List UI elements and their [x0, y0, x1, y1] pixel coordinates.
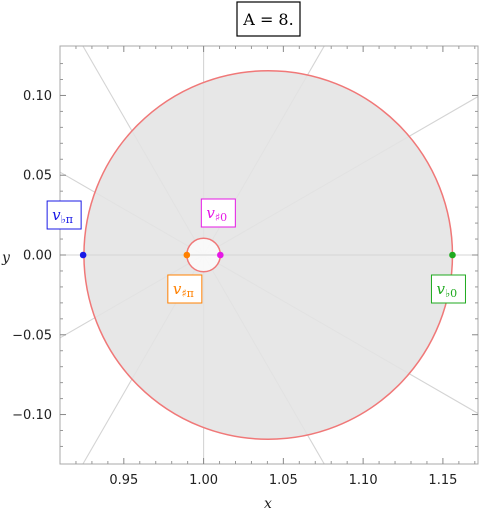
title-box [236, 1, 301, 37]
y-tick-label: 0.10 [23, 89, 52, 104]
axis-ticks: 0.95 1.00 1.05 1.10 1.15 0.10 0.05 0.00 −0.05 −0.… [12, 46, 478, 488]
y-tick-label: 0.05 [23, 169, 52, 184]
point-label-subscript: ♯0 [215, 211, 227, 224]
data-point [449, 251, 456, 259]
point-label-box [167, 274, 203, 304]
point-label-text: v♯π [173, 280, 194, 300]
point-label: v♯π [167, 274, 203, 304]
point-label-subscript: ♯π [181, 287, 194, 300]
point-label: v♯0 [200, 198, 236, 228]
point-label-text: v♭0 [436, 280, 457, 300]
y-axis-label: y [1, 250, 11, 266]
x-axis-label: x [264, 496, 272, 512]
ray-line [82, 254, 205, 464]
ray-line [82, 46, 205, 256]
x-tick-label: 0.95 [109, 473, 138, 488]
point-label-symbol: v [173, 280, 182, 298]
x-tick-label: 1.15 [428, 473, 457, 488]
point-label-subscript: ♭0 [445, 287, 457, 300]
point-label: v♭0 [430, 274, 466, 304]
x-tick-label: 1.10 [349, 473, 378, 488]
x-tick-label: 1.00 [189, 473, 218, 488]
point-label-box [200, 198, 236, 228]
point-label-symbol: v [206, 204, 215, 222]
data-point [217, 251, 224, 259]
point-label-symbol: v [436, 280, 445, 298]
chart-title: A = 8. [236, 1, 301, 37]
y-tick-label: −0.05 [12, 328, 52, 343]
ray-line [60, 171, 204, 256]
y-tick-label: 0.00 [23, 249, 52, 264]
point-label: v♭π [46, 200, 82, 230]
point-label-text: v♯0 [206, 204, 227, 224]
point-label-box [46, 200, 82, 230]
point-label-box [430, 274, 466, 304]
data-point [183, 251, 191, 259]
point-label-text: v♭π [52, 206, 73, 226]
data-point [79, 251, 87, 259]
ray-line [60, 254, 204, 339]
point-label-symbol: v [52, 206, 61, 224]
title-text: A = 8. [242, 10, 293, 29]
x-tick-label: 1.05 [269, 473, 298, 488]
point-label-subscript: ♭π [61, 213, 73, 226]
data-points: v♭πv♯πv♯0v♭0 [46, 198, 466, 304]
y-tick-label: −0.10 [12, 408, 52, 423]
